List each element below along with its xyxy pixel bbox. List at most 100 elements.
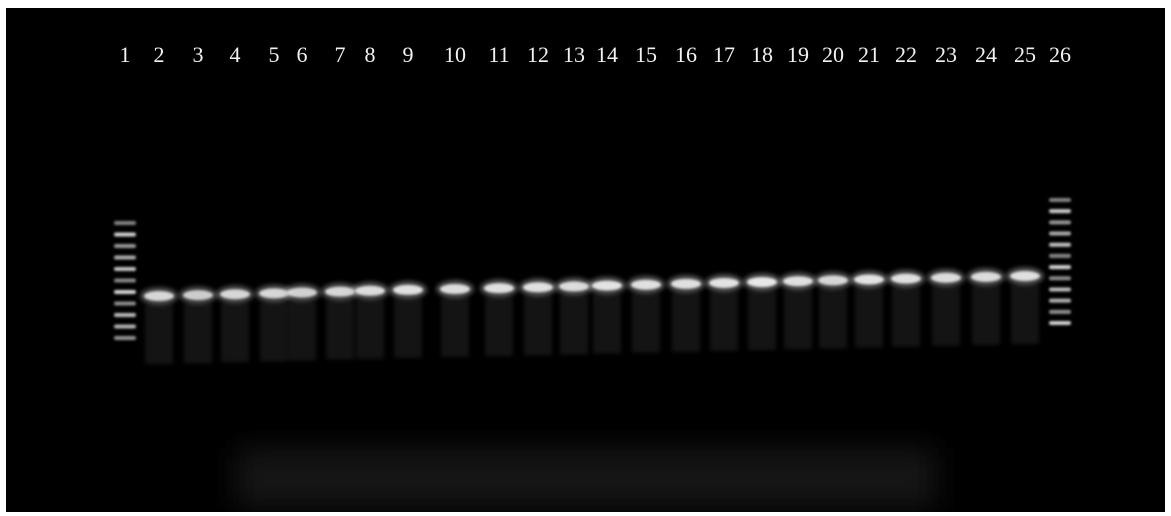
ladder-band [1049, 298, 1071, 303]
lane-label-20: 20 [822, 42, 844, 67]
sample-band [709, 277, 739, 288]
sample-band [325, 286, 355, 297]
band-smear [784, 289, 812, 350]
sample-band [747, 277, 777, 288]
ladder-band [114, 255, 136, 260]
lane-label-17: 17 [713, 42, 735, 67]
band-smear [441, 297, 469, 358]
ladder-band [1049, 309, 1071, 314]
lane-label-16: 16 [675, 42, 697, 67]
ladder-band [114, 267, 136, 271]
ladder-band [1049, 220, 1071, 225]
band-smear [1011, 284, 1039, 344]
band-smear [932, 285, 960, 346]
band-smear [145, 304, 173, 364]
lane-label-25: 25 [1014, 42, 1036, 67]
band-smear [748, 290, 776, 351]
band-smear [485, 296, 513, 357]
bottom-haze [236, 448, 936, 508]
band-smear [819, 288, 847, 349]
sample-band [393, 284, 423, 295]
lane-label-23: 23 [935, 42, 957, 67]
band-smear [221, 302, 249, 363]
lane-label-11: 11 [488, 42, 510, 67]
lane-label-22: 22 [895, 42, 917, 67]
ladder-band [114, 301, 136, 306]
ladder-band [114, 336, 136, 340]
ladder-band [114, 232, 136, 237]
sample-band [592, 280, 622, 291]
lane-label-19: 19 [787, 42, 809, 67]
ladder-band [1049, 287, 1071, 292]
sample-band [783, 276, 813, 287]
sample-band [183, 290, 213, 301]
background-smear [236, 448, 936, 508]
band-smear [593, 293, 621, 354]
lane-label-6: 6 [296, 42, 308, 67]
sample-band [1010, 271, 1040, 281]
lane-label-3: 3 [192, 42, 204, 67]
lane-label-18: 18 [751, 42, 773, 67]
band-smear [524, 295, 552, 356]
sample-band [931, 272, 961, 283]
gel-bands-layer [114, 198, 1071, 508]
sample-band [355, 285, 385, 296]
ladder-band [1049, 265, 1071, 270]
ladder-band [114, 221, 136, 225]
band-smear [288, 300, 316, 361]
ladder-band [1049, 209, 1071, 214]
lane-label-4: 4 [229, 42, 241, 67]
band-smear [632, 292, 660, 353]
lane-label-9: 9 [402, 42, 414, 67]
lane-label-10: 10 [444, 42, 466, 67]
ladder-band [1049, 321, 1071, 325]
lane-label-2: 2 [153, 42, 165, 67]
band-smear [326, 299, 354, 360]
sample-band [818, 275, 848, 286]
sample-band [559, 281, 589, 292]
sample-band [484, 283, 514, 294]
sample-band [259, 288, 289, 299]
gel-image: 1 2 3 4 5 6 7 8 9 10 11 12 13 14 15 16 17 18 19 20 21 22 23 24 2… [6, 8, 1165, 512]
sample-band [440, 284, 470, 295]
band-smear [394, 297, 422, 358]
lane-label-14: 14 [596, 42, 618, 67]
sample-band [523, 282, 553, 293]
sample-band [891, 273, 921, 284]
band-smear [972, 284, 1000, 345]
sample-band [671, 278, 701, 289]
ladder-band [114, 313, 136, 317]
lane-label-12: 12 [527, 42, 549, 67]
sample-band [220, 289, 250, 300]
lane-label-13: 13 [563, 42, 585, 67]
band-smear [184, 303, 212, 364]
ladder-band [114, 244, 136, 248]
ladder-band [1049, 231, 1071, 236]
band-smear [356, 298, 384, 359]
lane-label-8: 8 [364, 42, 376, 67]
ladder-band [114, 324, 136, 329]
sample-band [287, 287, 317, 298]
sample-band [854, 274, 884, 285]
sample-band [631, 279, 661, 290]
lane-label-21: 21 [858, 42, 880, 67]
band-smear [710, 290, 738, 351]
bands-group [114, 198, 1071, 364]
ladder-band [1049, 276, 1071, 281]
ladder-band [1049, 253, 1071, 258]
lane-label-7: 7 [334, 42, 346, 67]
lane-label-5: 5 [268, 42, 280, 67]
lane-label-1: 1 [119, 42, 131, 67]
band-smear [560, 294, 588, 355]
lane-labels: 1 2 3 4 5 6 7 8 9 10 11 12 13 14 15 16 17 18 19 20 21 22 23 24 2… [6, 42, 1165, 72]
ladder-band [1049, 242, 1071, 247]
band-smear [260, 301, 288, 362]
lane-label-26: 26 [1049, 42, 1071, 67]
ladder-band [1049, 198, 1071, 202]
ladder-band [114, 290, 136, 294]
band-smear [672, 291, 700, 352]
ladder-band [114, 278, 136, 283]
band-smear [855, 287, 883, 348]
sample-band [971, 271, 1001, 282]
lane-label-15: 15 [635, 42, 657, 67]
